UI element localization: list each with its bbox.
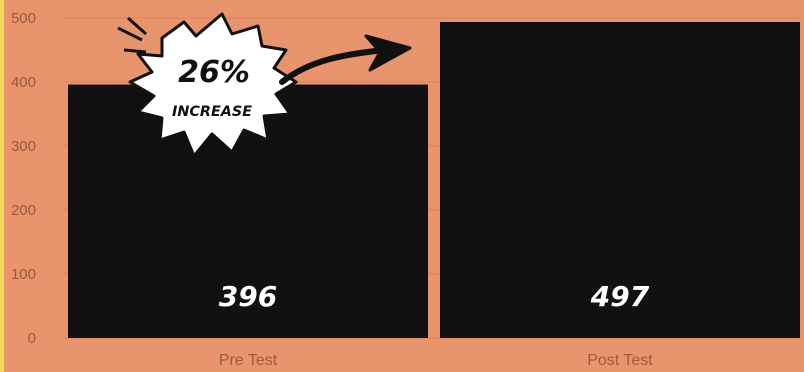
increase-arrow [279,47,388,85]
bars [68,22,800,338]
y-tick-label-400: 400 [11,74,36,91]
increase-annotation: 26% INCREASE [117,12,412,158]
x-tick-label-0: Pre Test [219,352,278,369]
y-tick-label-500: 500 [11,10,36,27]
y-tick-label-200: 200 [11,202,36,219]
bar-post-test [440,22,800,338]
left-edge-stripe [0,0,4,372]
x-tick-label-1: Post Test [587,352,653,369]
annotation-percent: 26% [178,55,250,90]
starburst-shape [128,12,298,158]
y-tick-label-100: 100 [11,266,36,283]
y-tick-label-300: 300 [11,138,36,155]
y-axis-ticks: 0 100 200 300 400 500 [11,10,36,347]
arrow-head-icon [364,34,412,72]
burst-stroke-marks-2 [257,108,319,158]
value-labels: 396 497 [219,280,650,313]
value-label-1: 497 [590,280,650,313]
y-tick-label-0: 0 [28,330,36,347]
value-label-0: 396 [219,280,277,313]
annotation-label: INCREASE [172,104,252,120]
x-axis-ticks: Pre Test Post Test [219,352,654,369]
burst-stroke-marks [117,16,147,54]
